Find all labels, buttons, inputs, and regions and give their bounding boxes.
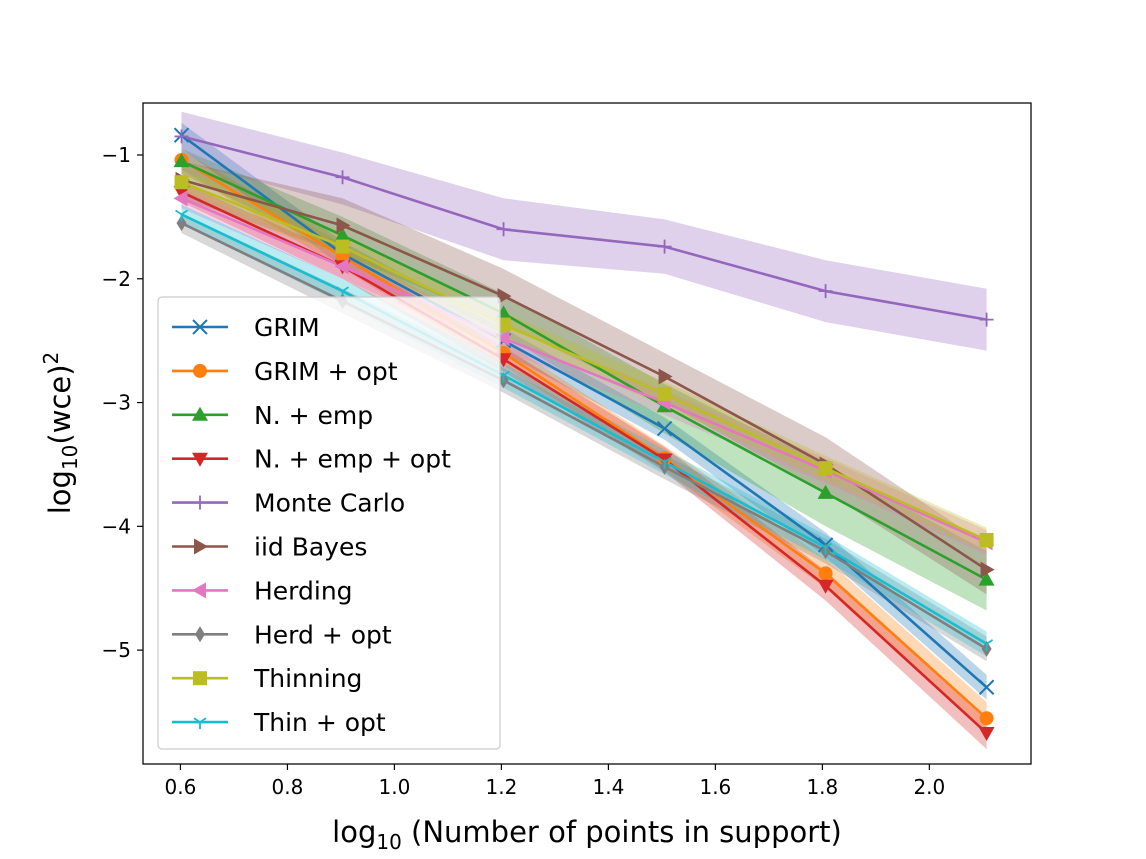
point-monte-carlo-5 [979,312,994,327]
legend-label: Monte Carlo [254,489,405,518]
legend-entry-iid-bayes: iid Bayes [172,533,367,562]
point-n-emp-0 [173,153,190,168]
point-monte-carlo-0 [174,129,189,144]
legend-entry-herd-opt: Herd + opt [172,620,392,649]
point-herding-1 [334,258,349,275]
point-grim-5 [978,679,995,695]
point-herding-2 [495,330,510,347]
legend-marker [192,452,208,467]
legend-marker [192,319,208,335]
legend-marker [193,495,207,510]
point-herd-opt-0 [176,215,187,232]
legend-marker [192,582,206,599]
y-axis-ticks: −1 −2 −3 −4 −5 [102,143,143,662]
legend-entry-monte-carlo: Monte Carlo [172,489,405,518]
y-axis-label: log10(wce)2 [39,352,82,515]
y-tick-label: −4 [102,514,131,538]
line-herd-opt [180,221,988,651]
legend-box [157,296,501,750]
legend-marker [192,406,208,421]
point-thin-opt-3 [658,457,672,469]
legend-entry-n-emp: N. + emp [172,401,373,430]
x-tick-label: 1.4 [592,775,624,799]
band-monte-carlo [181,111,987,351]
legend-entry-thinning: Thinning [172,664,362,693]
x-tick-label: 2.0 [913,775,945,799]
legend-label: Herding [254,576,353,605]
legend-label: N. + emp + opt [254,445,451,474]
point-thinning-0 [174,175,189,190]
legend-marker [193,717,207,730]
band-iid-bayes [181,161,987,595]
line-grim-opt [180,158,988,720]
point-n-emp-5 [978,571,995,586]
legend: GRIM GRIM + opt N. + emp N. + emp + opt Mont… [157,296,501,750]
y-tick-label: −5 [102,638,131,662]
line-monte-carlo [181,135,987,321]
y-tick-label: −3 [102,391,131,415]
point-iid-bayes-3 [658,368,673,385]
point-monte-carlo-2 [496,222,511,237]
x-tick-label: 1.6 [699,775,731,799]
band-n-emp-opt [181,182,987,750]
point-thinning-3 [657,386,672,401]
point-grim-3 [656,420,673,437]
legend-label: GRIM [254,313,320,342]
point-iid-bayes-2 [497,288,512,305]
x-tick-label: 1.2 [486,775,518,799]
legend-entry-thin-opt: Thin + opt [172,708,386,737]
point-thinning-5 [979,532,994,547]
point-thinning-4 [818,461,833,476]
legend-entry-herding: Herding [172,576,353,605]
line-thinning [181,180,988,542]
x-tick-label: 0.6 [165,775,197,799]
legend-marker [195,626,205,643]
legend-marker [193,363,207,378]
legend-label: Thinning [253,664,362,693]
legend-marker [193,671,207,686]
point-grim-opt-5 [979,711,994,726]
point-n-emp-opt-4 [817,579,834,594]
legend-entry-grim-opt: GRIM + opt [172,357,398,386]
point-n-emp-4 [817,484,834,499]
point-thin-opt-5 [980,639,994,651]
point-monte-carlo-3 [657,239,672,254]
point-monte-carlo-4 [818,284,833,299]
legend-label: GRIM + opt [254,357,398,386]
point-herding-0 [173,190,188,207]
x-tick-label: 0.8 [272,775,304,799]
point-n-emp-opt-0 [173,186,190,201]
point-thin-opt-4 [819,542,833,555]
x-axis-label: log10 (Number of points in support) [332,815,842,854]
legend-label: Herd + opt [254,620,392,649]
y-tick-label: −1 [102,143,131,167]
legend-label: iid Bayes [254,533,367,562]
point-monte-carlo-1 [335,170,350,185]
x-tick-label: 1.8 [806,775,838,799]
legend-label: N. + emp [254,401,373,430]
line-thin-opt [180,213,988,646]
line-herding [180,197,988,544]
point-n-emp-opt-5 [978,727,995,742]
legend-label: Thin + opt [253,708,386,737]
point-grim-opt-4 [818,566,833,581]
band-n-emp [181,148,987,611]
axes-frame [142,102,1032,765]
series-lines [180,134,988,735]
x-tick-label: 1.0 [379,775,411,799]
point-iid-bayes-1 [336,217,351,234]
legend-entry-grim: GRIM [172,313,320,342]
legend-entry-n-emp-opt: N. + emp + opt [172,445,451,474]
point-iid-bayes-5 [980,561,995,578]
point-thinning-1 [335,239,350,254]
legend-marker [194,538,208,555]
x-axis-ticks: 0.6 0.8 1.0 1.2 1.4 1.6 1.8 2.0 [165,764,945,799]
series-markers [173,127,995,742]
y-tick-label: −2 [102,267,131,291]
point-thin-opt-0 [175,209,189,222]
point-n-emp-1 [334,227,351,242]
